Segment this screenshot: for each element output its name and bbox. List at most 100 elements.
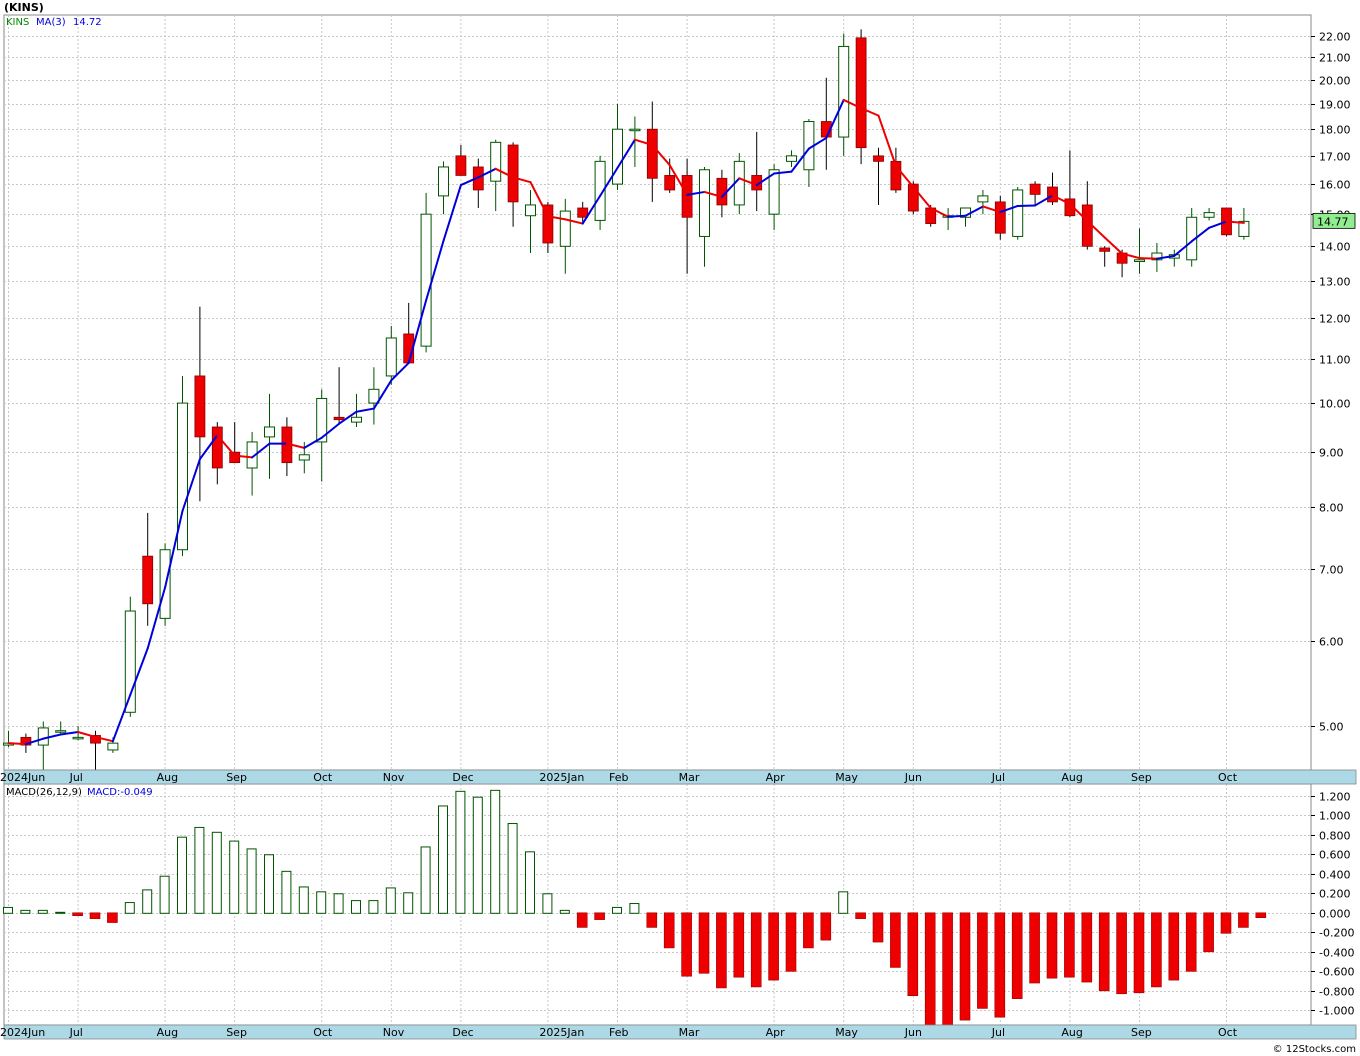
ma-line-segment	[668, 164, 689, 196]
macd-bar	[977, 912, 988, 1009]
macd-bar	[142, 889, 153, 914]
candle-body	[594, 160, 606, 221]
ma-line-segment	[929, 206, 950, 218]
macd-bar	[351, 900, 361, 914]
macd-tick-label: 0.400	[1319, 869, 1351, 882]
macd-tick-label: -0.800	[1319, 986, 1354, 999]
ma-legend: MA(3)	[36, 17, 66, 28]
macd-bar	[420, 846, 431, 914]
candle-body	[1238, 220, 1250, 237]
macd-bar	[1098, 912, 1110, 992]
ma-line-segment	[842, 98, 863, 110]
macd-tick-label: 0.000	[1319, 908, 1351, 921]
candle-body	[699, 169, 710, 237]
candle-body	[559, 210, 571, 247]
ma-line-segment	[877, 114, 897, 168]
macd-bar	[872, 912, 884, 943]
ma-line-segment	[1051, 194, 1071, 205]
macd-xaxis-band	[3, 1024, 1357, 1040]
ma-line-segment	[807, 136, 828, 150]
macd-bar	[490, 789, 501, 914]
price-panel: 5.00 6.00 7.00 8.00 9.00 10.00 11.00 12.00 13.00…	[3, 14, 1356, 771]
macd-bar	[1220, 912, 1232, 934]
ma-line-segment	[790, 147, 810, 173]
ma-line-segment	[425, 239, 445, 302]
candle-body	[333, 416, 345, 421]
macd-bar	[107, 912, 118, 923]
macd-bar	[1185, 912, 1197, 972]
price-tick-label: 5.00	[1319, 721, 1344, 734]
macd-bar	[1133, 912, 1145, 994]
chart-title: (KINS)	[4, 1, 44, 14]
ma-line-segment	[1190, 226, 1211, 243]
macd-xaxis-label: May	[835, 1026, 858, 1039]
macd-xaxis-label: Jun	[904, 1026, 922, 1039]
macd-bar	[1168, 912, 1180, 981]
ma-line-segment	[251, 442, 271, 459]
candle-body	[124, 610, 136, 713]
price-tick-label: 9.00	[1319, 447, 1344, 460]
candle-body	[1099, 247, 1111, 252]
macd-bar	[612, 906, 622, 914]
ma-line-segment	[581, 194, 602, 225]
ma-line-segment	[633, 138, 654, 147]
macd-bar	[20, 909, 31, 914]
candle-body	[542, 204, 554, 244]
ma-line-segment	[773, 170, 793, 175]
candle-body	[438, 166, 449, 197]
ma-line-segment	[1086, 219, 1106, 239]
candle-body	[298, 454, 310, 461]
price-xaxis-label: Jul	[991, 771, 1005, 784]
macd-bar	[472, 796, 483, 914]
price-tick-label: 19.00	[1319, 99, 1351, 112]
ma-line-segment	[755, 172, 776, 187]
ma-line-segment	[1225, 220, 1245, 224]
ma-line-segment	[981, 205, 1002, 214]
macd-bar	[559, 909, 570, 914]
macd-bar	[229, 840, 240, 914]
price-xaxis-label: May	[835, 771, 858, 784]
ma-line-segment	[546, 215, 567, 221]
ma-line-segment	[1068, 202, 1089, 222]
macd-bar	[1255, 912, 1267, 918]
price-tick-label: 10.00	[1319, 398, 1351, 411]
macd-panel: 1.200 1.000 0.800 0.600 0.400 0.200 0.000 -0.20…	[3, 783, 1354, 1026]
macd-tick-label: 0.600	[1319, 849, 1351, 862]
candle-body	[1012, 189, 1024, 237]
candle-body	[1064, 198, 1076, 217]
price-tick-label: 17.00	[1319, 151, 1351, 164]
macd-bar	[942, 912, 953, 1026]
price-xaxis-label: 2024Jun	[0, 771, 45, 784]
candle-body	[142, 555, 154, 605]
ma-line-segment	[198, 434, 219, 461]
macd-xaxis-label: Aug	[1061, 1026, 1082, 1039]
candle-body	[873, 155, 884, 162]
candle-body	[55, 730, 67, 733]
macd-bar	[733, 912, 745, 978]
candle-body	[507, 144, 519, 203]
price-tick-label: 14.00	[1319, 241, 1351, 254]
candle-body	[855, 37, 867, 149]
macd-bar	[576, 912, 588, 928]
macd-bar	[438, 805, 448, 914]
macd-bar	[385, 887, 396, 914]
macd-bar	[890, 912, 901, 968]
price-xaxis-label: Sep	[1131, 771, 1152, 784]
ma-line-segment	[216, 434, 236, 457]
macd-bar	[820, 912, 832, 941]
macd-value-legend: MACD:-0.049	[87, 787, 153, 798]
macd-bar	[3, 906, 13, 914]
candle-body	[90, 735, 101, 744]
candle-body	[907, 183, 919, 212]
macd-bar	[594, 912, 605, 920]
macd-bar	[368, 900, 379, 914]
price-tick-label: 21.00	[1319, 52, 1351, 65]
macd-xaxis-label: Dec	[452, 1026, 473, 1039]
ma-line-segment	[442, 184, 462, 242]
macd-tick-label: -0.400	[1319, 947, 1354, 960]
ma-line-segment	[964, 205, 984, 217]
candle-body	[246, 441, 258, 469]
macd-bar	[1116, 912, 1127, 995]
candle-body	[177, 402, 188, 551]
